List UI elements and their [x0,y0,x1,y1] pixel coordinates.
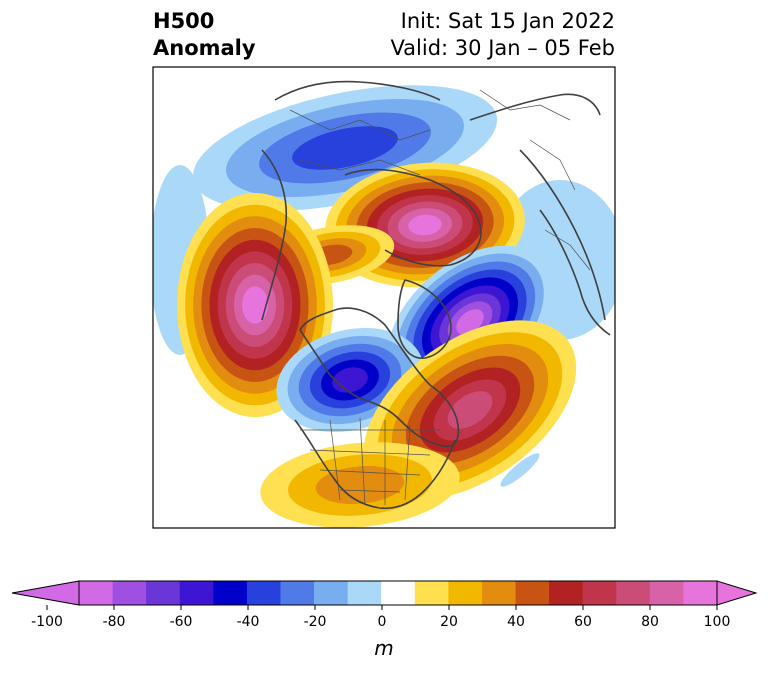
colorbar-swatch [448,581,483,605]
colorbar-swatch [515,581,550,605]
political-borders [289,89,591,506]
colorbar-tick-label: -20 [303,614,327,630]
colorbar-tick-label: 60 [574,614,592,630]
colorbar-tick-label: -60 [169,614,193,630]
colorbar-tick-label: -40 [236,614,260,630]
colorbar-swatch [683,581,718,605]
colorbar-tick-label: 20 [440,614,458,630]
colorbar-unit-label: m [374,636,394,660]
colorbar-swatch [280,581,315,605]
title-valid-range: Valid: 30 Jan – 05 Feb [390,36,615,60]
map-frame [152,66,616,529]
colorbar-extend-under [11,580,80,606]
anomaly-field [153,80,615,528]
colorbar-tick-label: 80 [641,614,659,630]
map-title-left: H500 Anomaly [153,8,256,62]
title-init-date: Init: Sat 15 Jan 2022 [400,9,615,33]
colorbar [11,580,758,610]
colorbar-swatch [213,581,248,605]
colorbar-tick-label: 40 [507,614,525,630]
colorbar-swatch [79,581,114,605]
colorbar-swatch [414,581,449,605]
colorbar-swatch [381,581,416,605]
anomaly-contour [500,453,540,487]
colorbar-swatch [549,581,584,605]
colorbar-tick-label: 100 [703,614,731,630]
colorbar-swatch [649,581,684,605]
anomaly-contour [447,391,493,429]
colorbar-swatch [146,581,181,605]
colorbar-swatch [112,581,147,605]
anomaly-contour [408,214,442,236]
title-quantity: Anomaly [153,36,256,60]
colorbar-swatch [246,581,281,605]
colorbar-swatch [616,581,651,605]
colorbar-tick-label: 0 [377,614,387,630]
colorbar-swatch [314,581,349,605]
colorbar-swatch [179,581,214,605]
colorbar-frame [78,580,718,606]
colorbar-tick-label: -100 [31,614,63,630]
colorbar-tick-label: -80 [102,614,126,630]
anomaly-contour [315,465,405,505]
map-title-right: Init: Sat 15 Jan 2022 Valid: 30 Jan – 05… [390,8,615,62]
colorbar-swatch [582,581,617,605]
colorbar-extend-over [716,580,758,606]
anomaly-contour [242,286,268,324]
colorbar-swatch [347,581,382,605]
anomaly-contour [292,126,398,170]
coastlines [261,80,611,510]
title-variable: H500 [153,9,215,33]
colorbar-swatch [481,581,517,605]
